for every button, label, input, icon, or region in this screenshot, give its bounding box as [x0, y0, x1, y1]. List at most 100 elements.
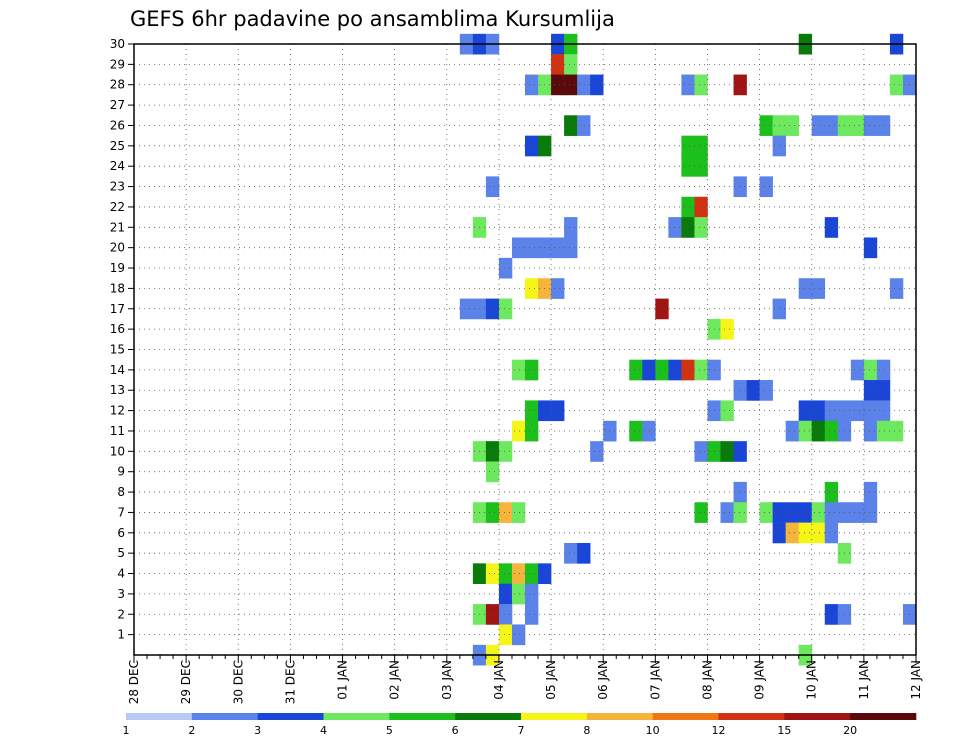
heatmap-cell — [785, 522, 799, 544]
heatmap-cell — [655, 359, 669, 381]
heatmap-cell — [720, 502, 734, 523]
heatmap-cell — [720, 441, 734, 462]
y-tick-label: 9 — [117, 465, 125, 479]
heatmap-cell — [551, 74, 565, 96]
heatmap-cell — [551, 54, 565, 75]
heatmap-cell — [759, 380, 773, 401]
y-axis-ticks: 1234567891011121314151617181920212223242… — [110, 37, 134, 642]
heatmap-cell — [694, 502, 708, 523]
chart-title: GEFS 6hr padavine po ansamblima Kursumli… — [130, 7, 615, 31]
y-tick-label: 7 — [117, 505, 125, 519]
x-tick-label: 30 DEC — [231, 660, 245, 704]
colorbar-label: 7 — [518, 724, 525, 737]
heatmap-cell — [785, 115, 799, 136]
heatmap-cell — [863, 420, 878, 442]
heatmap-cell — [642, 420, 656, 442]
heatmap-cell — [485, 604, 500, 625]
colorbar-label: 2 — [188, 724, 195, 737]
heatmap-cell — [485, 441, 500, 462]
x-tick-label: 28 DEC — [127, 660, 141, 704]
x-tick-label: 06 JAN — [596, 660, 610, 700]
x-axis-ticks: 28 DEC 29 DEC 30 DEC 31 DEC 01 JAN 02 JAN 03 J… — [127, 655, 923, 704]
heatmap-cell — [798, 400, 813, 422]
heatmap-cell — [525, 563, 539, 585]
heatmap-cell — [629, 359, 643, 381]
heatmap-cell — [681, 359, 695, 381]
heatmap-cell — [511, 502, 526, 523]
colorbar-segment — [718, 713, 785, 720]
heatmap-cell — [824, 400, 839, 422]
colorbar-segment — [126, 713, 193, 720]
colorbar-label: 1 — [123, 724, 130, 737]
y-tick-label: 4 — [117, 567, 125, 581]
heatmap-cell — [511, 583, 526, 605]
heatmap-cell — [551, 278, 565, 299]
colorbar-segment — [191, 713, 258, 720]
colorbar-segment — [257, 713, 324, 720]
heatmap-cell — [668, 217, 682, 238]
heatmap-cell — [525, 359, 539, 381]
heatmap-cell — [498, 563, 513, 585]
heatmap-cell — [694, 156, 708, 177]
heatmap-cell — [525, 420, 539, 442]
heatmap-cell — [498, 604, 513, 625]
heatmap-cell — [485, 461, 500, 483]
heatmap-cell — [850, 400, 865, 422]
colorbar-label: 8 — [583, 724, 590, 737]
y-tick-label: 6 — [117, 526, 125, 540]
heatmap-cell — [733, 176, 747, 198]
y-tick-label: 20 — [110, 241, 125, 255]
colorbar-segment — [323, 713, 390, 720]
heatmap-cell — [876, 359, 891, 381]
heatmap-cell — [564, 217, 578, 238]
heatmap-cell — [511, 420, 526, 442]
heatmap-cell — [498, 298, 513, 320]
heatmap-cell — [551, 237, 565, 259]
heatmap-cell — [485, 298, 500, 320]
heatmap-cell — [564, 237, 578, 259]
heatmap-cell — [850, 502, 865, 523]
y-tick-label: 5 — [117, 546, 125, 560]
colorbar-segment — [850, 713, 917, 720]
y-tick-label: 28 — [110, 78, 125, 92]
heatmap-cell — [642, 359, 656, 381]
y-tick-label: 12 — [110, 404, 125, 418]
colorbar-segment — [389, 713, 456, 720]
heatmap-cell — [876, 115, 891, 136]
heatmap-cell — [850, 359, 865, 381]
heatmap-cell — [850, 115, 865, 136]
y-tick-label: 27 — [110, 98, 125, 112]
heatmap-cell — [629, 420, 643, 442]
heatmap-cell — [811, 502, 826, 523]
heatmap-cell — [824, 481, 839, 503]
y-tick-label: 26 — [110, 118, 125, 132]
heatmap-cell — [863, 400, 878, 422]
heatmap-cell — [655, 298, 669, 320]
y-tick-label: 17 — [110, 302, 125, 316]
y-tick-label: 2 — [117, 607, 125, 621]
heatmap-cell — [485, 563, 500, 585]
heatmap-cell — [511, 563, 526, 585]
heatmap-cell — [876, 420, 891, 442]
heatmap-cell — [498, 441, 513, 462]
colorbar-segment — [784, 713, 851, 720]
heatmap-cell — [668, 359, 682, 381]
heatmap-cell — [876, 400, 891, 422]
heatmap-cell — [681, 135, 695, 157]
x-tick-label: 01 JAN — [336, 660, 350, 700]
colorbar-label: 20 — [843, 724, 857, 737]
heatmap-cell — [590, 441, 604, 462]
x-tick-label: 31 DEC — [283, 660, 297, 704]
heatmap-cell — [525, 583, 539, 605]
x-tick-label: 07 JAN — [648, 660, 662, 700]
heatmap-cell — [577, 542, 591, 564]
heatmap-cell — [889, 278, 904, 299]
colorbar-segment — [521, 713, 588, 720]
heatmap-cell — [733, 502, 747, 523]
y-tick-label: 10 — [110, 444, 125, 458]
y-tick-label: 25 — [110, 139, 125, 153]
heatmap-cell — [525, 400, 539, 422]
heatmap-cell — [694, 135, 708, 157]
colorbar-label: 10 — [646, 724, 660, 737]
